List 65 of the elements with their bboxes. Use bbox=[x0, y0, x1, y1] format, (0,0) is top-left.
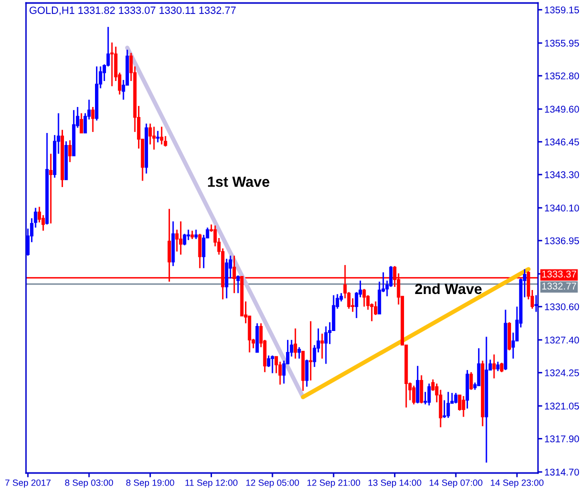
x-tick-label: 8 Sep 03:00 bbox=[65, 479, 114, 488]
y-tick-label: 1340.10 bbox=[544, 204, 580, 212]
candlestick bbox=[477, 348, 480, 386]
candlestick bbox=[236, 274, 240, 294]
candlestick bbox=[156, 130, 160, 144]
candlestick bbox=[194, 228, 198, 240]
candlestick bbox=[427, 382, 431, 406]
y-tick-label: 1314.70 bbox=[544, 468, 580, 476]
x-tick-label: 8 Sep 19:00 bbox=[126, 479, 174, 488]
y-tick-label: 1359.15 bbox=[544, 6, 579, 14]
candlestick bbox=[416, 365, 420, 404]
candlestick bbox=[198, 233, 202, 269]
y-tick-label: 1349.60 bbox=[544, 106, 580, 113]
x-tick-label: 7 Sep 2017 bbox=[5, 479, 51, 488]
x-tick-label: 11 Sep 12:00 bbox=[185, 479, 238, 488]
candlestick bbox=[305, 358, 309, 388]
candlestick bbox=[224, 258, 228, 300]
candlestick bbox=[420, 374, 424, 404]
candlestick bbox=[469, 371, 473, 391]
candlestick bbox=[186, 228, 190, 241]
candlestick bbox=[454, 392, 458, 404]
y-tick-label: 1336.95 bbox=[544, 237, 579, 244]
candlestick bbox=[412, 384, 416, 406]
y-tick-label: 1327.40 bbox=[544, 336, 580, 344]
y-tick-label: 1330.60 bbox=[544, 303, 580, 310]
y-tick-label: 1317.90 bbox=[544, 435, 580, 442]
candlestick bbox=[534, 294, 538, 313]
y-tick-label: 1355.95 bbox=[544, 40, 579, 47]
candlestick bbox=[160, 126, 164, 146]
x-tick-label: 14 Sep 07:00 bbox=[430, 479, 482, 488]
y-tick-label: 1321.05 bbox=[544, 402, 579, 410]
candlestick bbox=[68, 140, 72, 163]
candlestick bbox=[270, 354, 274, 374]
x-tick-label: 13 Sep 14:00 bbox=[368, 479, 422, 488]
x-tick-label: 12 Sep 05:00 bbox=[246, 479, 299, 488]
candlestick bbox=[362, 288, 366, 308]
candlestick bbox=[182, 233, 186, 246]
candlestick bbox=[496, 361, 500, 372]
y-tick-label: 1352.80 bbox=[544, 72, 580, 80]
ref-line-label: 1333.37 bbox=[542, 270, 576, 278]
candlestick bbox=[324, 326, 328, 365]
candlestick bbox=[298, 346, 301, 360]
candlestick bbox=[80, 112, 84, 134]
y-tick-label: 1324.25 bbox=[544, 369, 579, 376]
y-tick-label: 1346.45 bbox=[544, 138, 579, 146]
candlestick bbox=[320, 332, 324, 360]
candlestick bbox=[462, 395, 466, 418]
x-tick-label: 14 Sep 23:00 bbox=[490, 479, 544, 488]
candlestick bbox=[294, 328, 298, 360]
candlestick bbox=[500, 362, 504, 373]
candlestick bbox=[110, 42, 114, 87]
candlestick bbox=[148, 122, 152, 146]
candlestick bbox=[91, 106, 95, 133]
candlestick bbox=[308, 320, 312, 382]
ref-line-label: 1332.77 bbox=[542, 282, 576, 290]
candlestick bbox=[152, 126, 156, 150]
y-tick-label: 1343.30 bbox=[544, 171, 580, 178]
x-tick-label: 12 Sep 21:00 bbox=[307, 479, 360, 488]
candlestick bbox=[446, 391, 450, 419]
annotation: 1st Wave bbox=[208, 176, 270, 187]
annotation: 2nd Wave bbox=[415, 283, 482, 294]
candlestick bbox=[492, 354, 496, 380]
candlestick bbox=[179, 220, 182, 256]
chart-title: GOLD,H1 1331.82 1333.07 1330.11 1332.77 bbox=[30, 6, 236, 16]
candlestick bbox=[49, 153, 53, 224]
